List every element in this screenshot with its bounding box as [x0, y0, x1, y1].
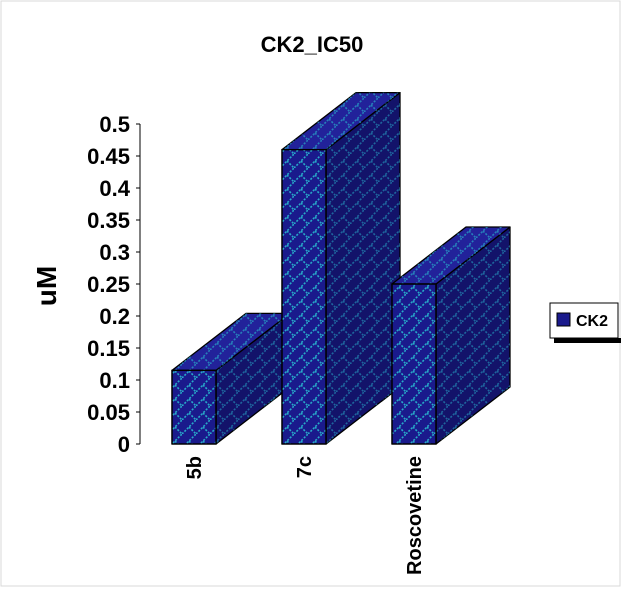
legend-shadow [554, 338, 621, 343]
bar-front-pattern [282, 149, 326, 444]
y-tick-label: 0.4 [99, 176, 130, 201]
bars-group [171, 91, 511, 445]
bar-Roscovetine [391, 226, 511, 445]
y-tick-label: 0.5 [99, 112, 130, 137]
bar-side-pattern [436, 227, 510, 444]
bar-7c [281, 91, 401, 445]
x-tick-labels: 5b 7c Roscovetine [184, 456, 426, 575]
bar-front-outline [391, 283, 437, 445]
x-tick-label: Roscovetine [404, 456, 426, 575]
y-tick-label: 0.35 [87, 208, 130, 233]
y-tick-label: 0.05 [87, 400, 130, 425]
y-axis: 0 0.05 0.1 0.15 0.2 0.25 0.3 0.35 0.4 0.45 0.5 [87, 112, 141, 457]
chart-title: CK2_IC50 [261, 32, 364, 57]
y-tick-label: 0.1 [99, 368, 130, 393]
bar-front-pattern [172, 370, 216, 444]
y-tick-label: 0.15 [87, 336, 130, 361]
y-tick-label: 0.3 [99, 240, 130, 265]
y-tick-label: 0.2 [99, 304, 130, 329]
bar-top-pattern [392, 227, 510, 284]
legend-swatch [556, 312, 571, 327]
y-tick-label: 0 [118, 432, 130, 457]
legend-label: CK2 [576, 313, 608, 330]
legend: CK2 [549, 302, 621, 343]
bar-front-outline [281, 148, 327, 445]
bar-side-pattern [326, 92, 400, 444]
bar-front-outline [171, 369, 217, 445]
bar-front-pattern [392, 284, 436, 444]
y-tick-label: 0.25 [87, 272, 130, 297]
x-tick-label: 5b [184, 456, 206, 479]
bar-top-pattern [172, 313, 290, 371]
bar-5b [171, 312, 291, 445]
y-axis-label: uM [31, 266, 62, 306]
bar-top-pattern [282, 92, 400, 150]
x-tick-label: 7c [294, 456, 316, 478]
bar-side-pattern [216, 313, 290, 444]
y-tick-label: 0.45 [87, 144, 130, 169]
